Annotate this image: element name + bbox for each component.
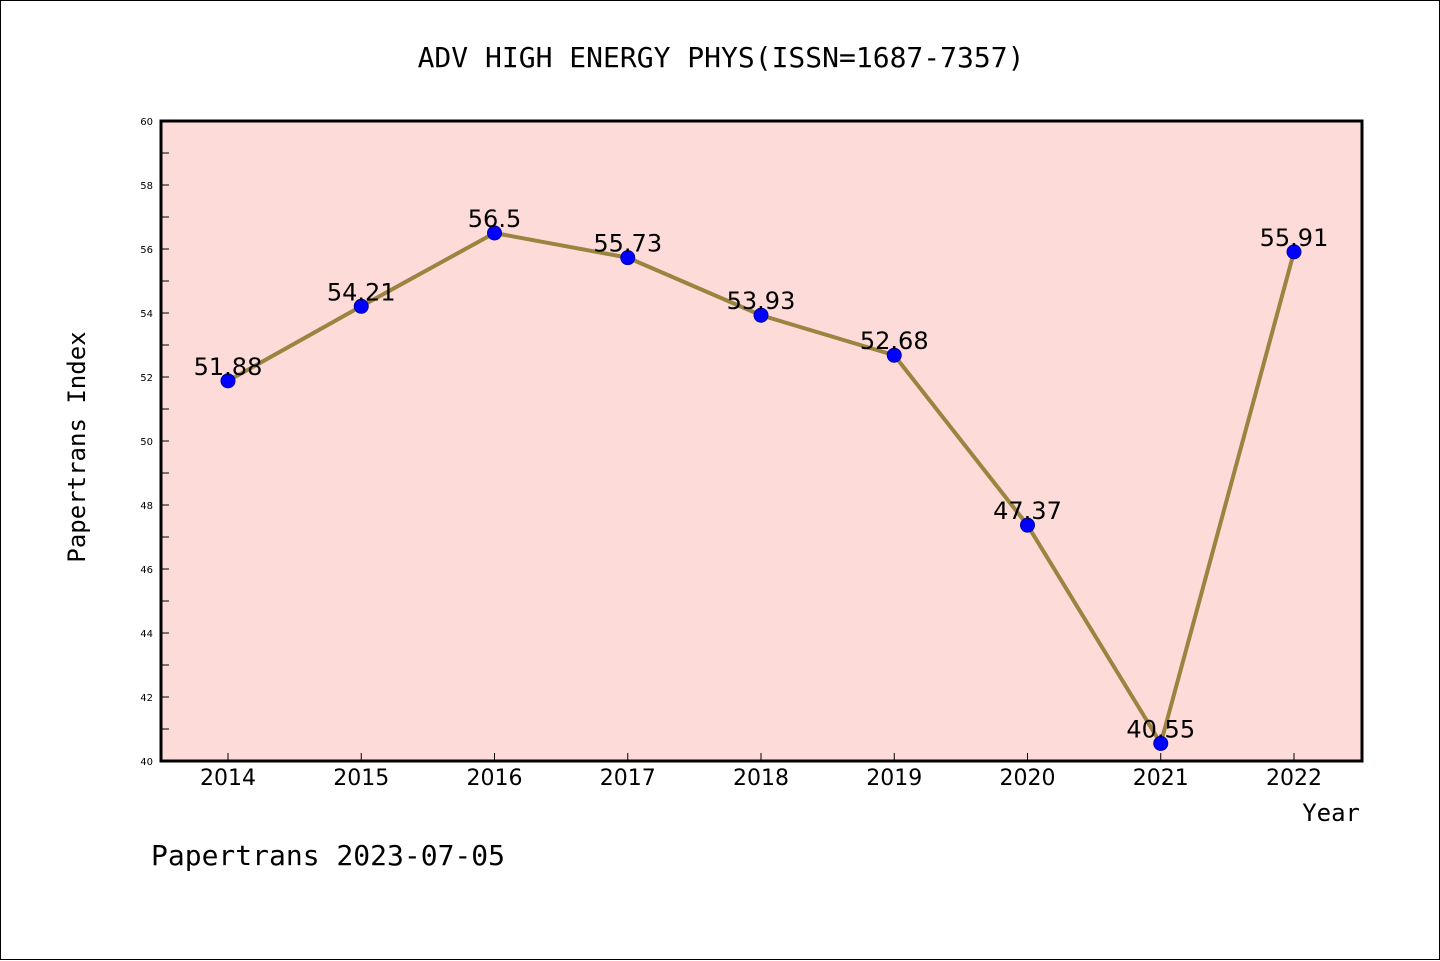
- data-label: 54.21: [327, 278, 396, 306]
- y-tick-label: 46: [140, 565, 153, 576]
- data-point: [487, 225, 502, 241]
- y-tick-label: 50: [140, 437, 153, 448]
- data-point: [220, 373, 236, 389]
- x-tick-label: 2016: [467, 766, 523, 791]
- x-tick-label: 2021: [1133, 766, 1189, 791]
- y-tick-label: 60: [140, 117, 153, 128]
- y-tick-label: 40: [140, 757, 153, 768]
- data-label: 40.55: [1126, 715, 1195, 743]
- data-label: 52.68: [860, 327, 929, 355]
- y-axis-title: Papertrans Index: [63, 331, 91, 562]
- y-tick-label: 42: [140, 693, 153, 704]
- x-axis-title: Year: [1302, 799, 1360, 827]
- data-label: 53.93: [727, 287, 796, 315]
- x-tick-label: 2017: [600, 766, 656, 791]
- data-point: [1020, 517, 1035, 533]
- x-tick-label: 2022: [1266, 766, 1322, 791]
- y-tick-label: 48: [140, 501, 153, 512]
- y-tick-label: 54: [140, 309, 153, 320]
- x-tick-label: 2014: [200, 766, 256, 791]
- x-tick-label: 2019: [866, 766, 922, 791]
- data-label: 55.91: [1260, 224, 1329, 252]
- data-point: [1153, 735, 1169, 751]
- plot-area: [161, 121, 1362, 761]
- data-label: 51.88: [194, 353, 263, 381]
- chart-title: ADV HIGH ENERGY PHYS(ISSN=1687-7357): [418, 41, 1025, 74]
- y-tick-label: 58: [140, 181, 153, 192]
- y-tick-label: 44: [140, 629, 153, 640]
- data-point: [620, 250, 636, 266]
- series-layer: 51.88 54.21 56.5 55.73 53.93 52.68 47.37 40.55 5…: [194, 205, 1329, 751]
- x-axis: 2014 2015 2016 2017 2018 2019 2020 2021 2022: [200, 753, 1322, 791]
- data-point: [886, 347, 902, 363]
- data-point: [353, 298, 369, 314]
- data-label: 55.73: [593, 230, 662, 258]
- y-tick-label: 56: [140, 245, 153, 256]
- x-tick-label: 2018: [733, 766, 789, 791]
- y-tick-label: 52: [140, 373, 153, 384]
- x-tick-label: 2015: [333, 766, 389, 791]
- data-point: [753, 307, 769, 323]
- data-point: [1286, 244, 1302, 260]
- footer-date: Papertrans 2023-07-05: [151, 839, 505, 872]
- x-tick-label: 2020: [1000, 766, 1056, 791]
- data-label: 47.37: [993, 497, 1062, 525]
- data-label: 56.5: [468, 205, 521, 233]
- plot-border: [159, 119, 1364, 763]
